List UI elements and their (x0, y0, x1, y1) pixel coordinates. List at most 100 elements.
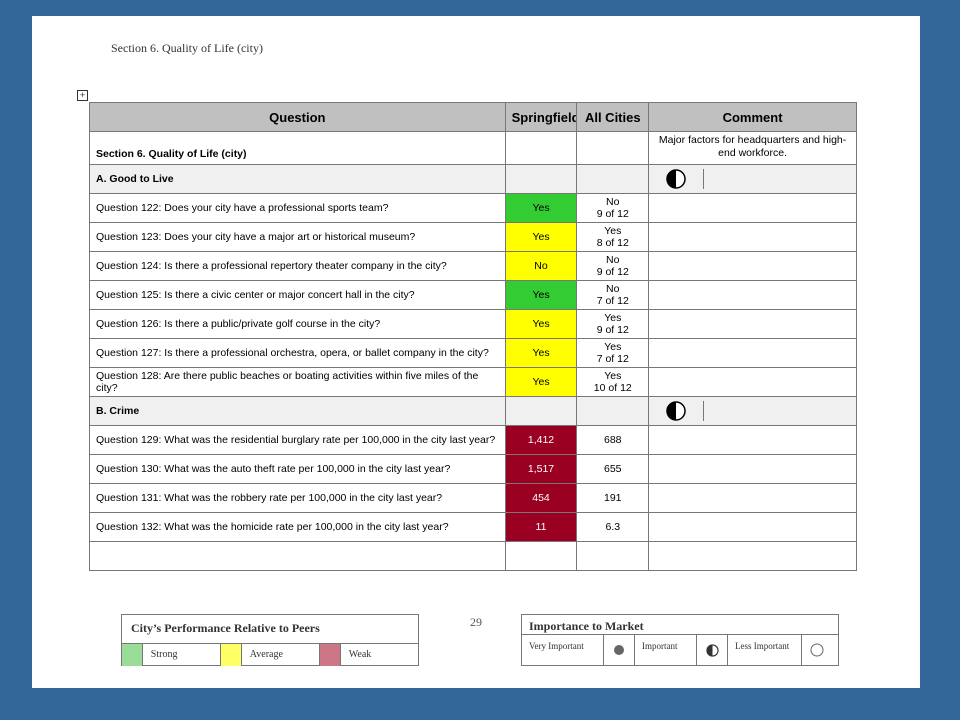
all-cities-cell: 688 (576, 425, 650, 455)
springfield-value: Yes (504, 280, 578, 310)
question-text: Question 130: What was the auto theft ra… (89, 454, 506, 484)
all-cities-count: 9 of 12 (596, 324, 629, 336)
question-text: Question 132: What was the homicide rate… (89, 512, 506, 542)
all-cities-cell: 6.3 (576, 512, 650, 542)
section-title: Section 6. Quality of Life (city) (89, 131, 506, 165)
comment-cell (648, 338, 857, 368)
header-all-cities: All Cities (576, 102, 650, 132)
weak-label: Weak (348, 649, 372, 660)
comment-cell (648, 280, 857, 310)
table-move-handle-icon[interactable]: + (77, 90, 88, 101)
springfield-value: 454 (504, 483, 578, 513)
very-important-label: Very Important (522, 635, 604, 665)
all-cities-cell: Yes 9 of 12 (576, 309, 650, 339)
weak-swatch (320, 644, 341, 666)
all-cities-count: 7 of 12 (596, 353, 629, 365)
question-text: Question 123: Does your city have a majo… (89, 222, 506, 252)
all-cities-count: 9 of 12 (596, 266, 629, 278)
all-cities-value: 191 (604, 492, 622, 504)
quality-of-life-table: Question Springfield All Cities Comment … (89, 102, 857, 571)
comment-cell (648, 222, 857, 252)
springfield-value: No (504, 251, 578, 281)
header-question: Question (89, 102, 506, 132)
all-cities-value: 688 (604, 434, 622, 446)
springfield-value: Yes (504, 193, 578, 223)
header-comment: Comment (648, 102, 857, 132)
all-cities-answer: Yes (604, 341, 622, 353)
table-row: Question 126: Is there a public/private … (89, 309, 857, 339)
table-row: Question 131: What was the robbery rate … (89, 483, 857, 513)
importance-cell (648, 396, 857, 426)
question-text: Question 122: Does your city have a prof… (89, 193, 506, 223)
all-cities-answer: Yes (604, 370, 622, 382)
all-cities-cell: No 9 of 12 (576, 251, 650, 281)
springfield-value: Yes (504, 222, 578, 252)
less-important-label: Less Important (728, 635, 802, 665)
comment-cell (648, 193, 857, 223)
springfield-value: 11 (504, 512, 578, 542)
question-text: Question 124: Is there a professional re… (89, 251, 506, 281)
table-header-row: Question Springfield All Cities Comment (89, 102, 857, 132)
group-header-row: A. Good to Live (89, 164, 857, 194)
half-circle-icon (697, 635, 728, 665)
importance-legend: Importance to Market Very Important Impo… (521, 614, 839, 666)
springfield-value: Yes (504, 367, 578, 397)
all-cities-cell: No 7 of 12 (576, 280, 650, 310)
filled-circle-icon (604, 635, 635, 665)
comment-cell (648, 309, 857, 339)
comment-cell (648, 483, 857, 513)
empty-circle-icon (802, 635, 832, 665)
section-comment: Major factors for headquarters and high-… (648, 131, 857, 165)
springfield-value: Yes (504, 338, 578, 368)
table-row: Question 129: What was the residential b… (89, 425, 857, 455)
all-cities-answer: No (606, 254, 620, 266)
comment-cell (648, 367, 857, 397)
springfield-value: Yes (504, 309, 578, 339)
header-springfield: Springfield (504, 102, 578, 132)
average-label: Average (242, 644, 320, 666)
question-text: Question 128: Are there public beaches o… (89, 367, 506, 397)
all-cities-value: 655 (604, 463, 622, 475)
strong-label: Strong (143, 644, 221, 666)
all-cities-count: 9 of 12 (596, 208, 629, 220)
table-row: Question 130: What was the auto theft ra… (89, 454, 857, 484)
all-cities-count: 8 of 12 (596, 237, 629, 249)
group-label: A. Good to Live (89, 164, 506, 194)
half-circle-icon (650, 401, 705, 421)
table-row: Question 132: What was the homicide rate… (89, 512, 857, 542)
section-title-row: Section 6. Quality of Life (city) Major … (89, 131, 857, 165)
all-cities-answer: Yes (604, 225, 622, 237)
average-swatch (221, 644, 242, 666)
comment-cell (648, 251, 857, 281)
question-text: Question 125: Is there a civic center or… (89, 280, 506, 310)
half-circle-icon (650, 169, 705, 189)
group-label: B. Crime (89, 396, 506, 426)
performance-legend: City’s Performance Relative to Peers Str… (121, 614, 419, 666)
question-text: Question 131: What was the robbery rate … (89, 483, 506, 513)
table-row: Question 123: Does your city have a majo… (89, 222, 857, 252)
all-cities-cell: Yes 7 of 12 (576, 338, 650, 368)
group-header-row: B. Crime (89, 396, 857, 426)
table-row: Question 128: Are there public beaches o… (89, 367, 857, 397)
question-text: Question 126: Is there a public/private … (89, 309, 506, 339)
all-cities-answer: Yes (604, 312, 622, 324)
empty-row (89, 541, 857, 571)
all-cities-cell: No 9 of 12 (576, 193, 650, 223)
all-cities-value: 6.3 (605, 521, 621, 533)
strong-swatch (122, 644, 143, 666)
question-text: Question 127: Is there a professional or… (89, 338, 506, 368)
page-header: Section 6. Quality of Life (city) (111, 41, 263, 55)
all-cities-answer: No (606, 196, 620, 208)
table-row: Question 122: Does your city have a prof… (89, 193, 857, 223)
comment-cell (648, 425, 857, 455)
comment-cell (648, 512, 857, 542)
all-cities-cell: Yes 8 of 12 (576, 222, 650, 252)
importance-cell (648, 164, 857, 194)
all-cities-answer: No (606, 283, 620, 295)
all-cities-count: 10 of 12 (593, 382, 632, 394)
page-number: 29 (470, 615, 482, 629)
springfield-value: 1,517 (504, 454, 578, 484)
table-row: Question 127: Is there a professional or… (89, 338, 857, 368)
table-row: Question 125: Is there a civic center or… (89, 280, 857, 310)
comment-cell (648, 454, 857, 484)
